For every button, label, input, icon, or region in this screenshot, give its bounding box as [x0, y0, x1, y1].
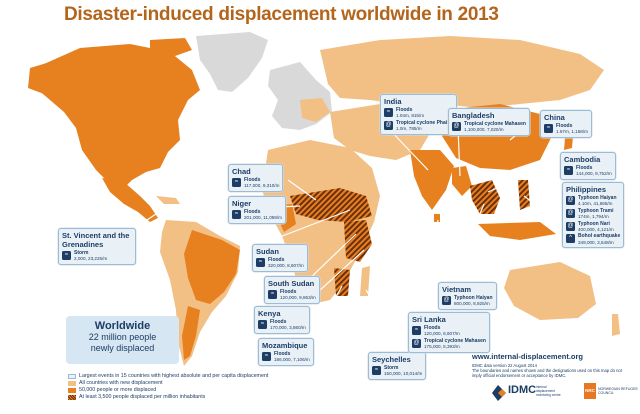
worldwide-summary: Worldwide 22 million people newly displa…: [66, 316, 179, 364]
callout-seychelles: Seychelles ≈ Storm 150,000, 10,014/m: [368, 352, 427, 380]
idmc-logo-text: IDMC: [508, 384, 537, 396]
cyclone-icon: @: [384, 120, 393, 130]
legend-item-light: All countries with new displacement: [68, 380, 268, 387]
callout-country-name: Cambodia: [564, 155, 601, 164]
southeast-asia: [470, 180, 500, 214]
callout-country-name: South Sudan: [268, 279, 315, 288]
flood-icon: ≈: [412, 326, 421, 335]
typhoon-icon: @: [442, 296, 451, 305]
callout-sudan: Sudan ≈ Floods 320,000, 8,607/m: [252, 244, 308, 272]
brazil: [184, 230, 240, 304]
cyclone-icon: @: [452, 122, 461, 131]
callout-south-sudan: South Sudan ≈ Floods 120,000, 9,863/m: [264, 276, 320, 304]
india: [410, 150, 454, 210]
australia: [504, 262, 596, 320]
russia: [320, 36, 604, 108]
callout-mozambique: Mozambique ≈ Floods 186,000, 7,106/m: [258, 338, 314, 366]
typhoon-icon: @: [566, 221, 575, 231]
storm-icon: ≈: [372, 366, 381, 375]
callout-country-name: Sudan: [256, 247, 279, 256]
map-title: Disaster-induced displacement worldwide …: [64, 4, 499, 25]
callout-country-name: Seychelles: [372, 355, 411, 364]
nrc-logo-text: NORWEGIAN REFUGEE COUNCIL: [598, 387, 638, 396]
callout-country-name: St. Vincent and the Grenadines: [62, 231, 130, 249]
sri-lanka: [434, 214, 440, 222]
callout-vietnam: Vietnam @ Typhoon Haiyan 800,000, 8,925/m: [438, 282, 497, 310]
alaska: [28, 62, 56, 94]
flood-icon: ≈: [544, 124, 553, 133]
legend: Largest events in 15 countries with high…: [68, 373, 268, 401]
flood-icon: ≈: [256, 258, 265, 267]
callout-country-name: Niger: [232, 199, 252, 208]
europe: [268, 62, 332, 130]
north-america: [36, 44, 200, 190]
greenland: [196, 32, 268, 92]
callout-country-name: Philippines: [566, 185, 607, 194]
callout-china: China ≈ Floods 1.67m, 1,158/m: [540, 110, 592, 138]
callout-niger: Niger ≈ Floods 201,000, 11,059/m: [228, 196, 286, 224]
worldwide-total: 22 million people: [88, 332, 157, 342]
indonesia: [478, 222, 556, 240]
source-note: IDMC data version 22 August 2014 The bou…: [472, 363, 622, 378]
idmc-logo-icon: [492, 385, 506, 401]
flood-icon: ≈: [564, 166, 573, 175]
callout-bangladesh: Bangladesh @ Tropical cyclone Mahasen 1,10…: [448, 108, 530, 136]
legend-swatch: [68, 381, 76, 386]
callout-india: India ≈ Floods 1.04m, 815/m @ Tropical cycl…: [380, 94, 457, 135]
callout-kenya: Kenya ≈ Floods 170,000, 3,860/m: [254, 306, 310, 334]
callout-country-name: Mozambique: [262, 341, 308, 350]
callout-country-name: Sri Lanka: [412, 315, 446, 324]
callout-country-name: India: [384, 97, 402, 106]
earthquake-icon: ^: [566, 234, 575, 244]
flood-icon: ≈: [262, 352, 271, 361]
callout-sri-lanka: Sri Lanka ≈ Floods 120,000, 6,607/m @ Tropi…: [408, 312, 490, 353]
europe-affected: [300, 98, 330, 122]
mozambique-hatch: [334, 268, 350, 296]
legend-item-callout: Largest events in 15 countries with high…: [68, 373, 268, 380]
flood-icon: ≈: [232, 210, 241, 219]
legend-item-orange: 50,000 people or more displaced: [68, 387, 268, 394]
callout-country-name: Chad: [232, 167, 251, 176]
typhoon-icon: @: [566, 196, 575, 205]
callout-cambodia: Cambodia ≈ Floods 144,000, 9,752/m: [560, 152, 616, 180]
bangladesh-myanmar: [452, 166, 472, 196]
worldwide-title: Worldwide: [94, 320, 151, 332]
callout-country-name: Kenya: [258, 309, 281, 318]
east-africa: [344, 220, 372, 262]
callout-country-name: Bangladesh: [452, 111, 495, 120]
storm-icon: ≈: [62, 251, 71, 260]
argentina: [182, 306, 200, 360]
callout-country-name: China: [544, 113, 565, 122]
callout-philippines: Philippines @ Typhoon Haiyan 4.10m, 41,665…: [562, 182, 625, 249]
flood-icon: ≈: [258, 320, 267, 329]
nrc-logo-icon: NRC: [584, 383, 596, 399]
typhoon-icon: @: [566, 208, 575, 218]
mexico-central-america: [102, 178, 158, 222]
caribbean: [156, 196, 180, 204]
cyclone-icon: @: [412, 338, 421, 348]
legend-swatch: [68, 374, 76, 379]
flood-icon: ≈: [268, 290, 277, 299]
idmc-logo-subtitle: internal displacement monitoring centre: [536, 385, 561, 397]
callout-country-name: Vietnam: [442, 285, 472, 294]
philippines: [518, 180, 530, 210]
callout-st-vincent: St. Vincent and the Grenadines ≈ Storm 2,0…: [58, 228, 136, 265]
legend-swatch: [68, 395, 76, 400]
flood-icon: ≈: [232, 178, 241, 187]
madagascar: [360, 266, 370, 296]
flood-icon: ≈: [384, 108, 393, 117]
legend-item-hatch: At least 3,500 people displaced per mill…: [68, 394, 268, 401]
website-link[interactable]: www.internal-displacement.org: [472, 352, 583, 361]
callout-chad: Chad ≈ Floods 117,000, 9,310/m: [228, 164, 284, 192]
worldwide-caption: newly displaced: [90, 343, 155, 353]
legend-swatch: [68, 388, 76, 393]
new-zealand: [612, 314, 620, 336]
